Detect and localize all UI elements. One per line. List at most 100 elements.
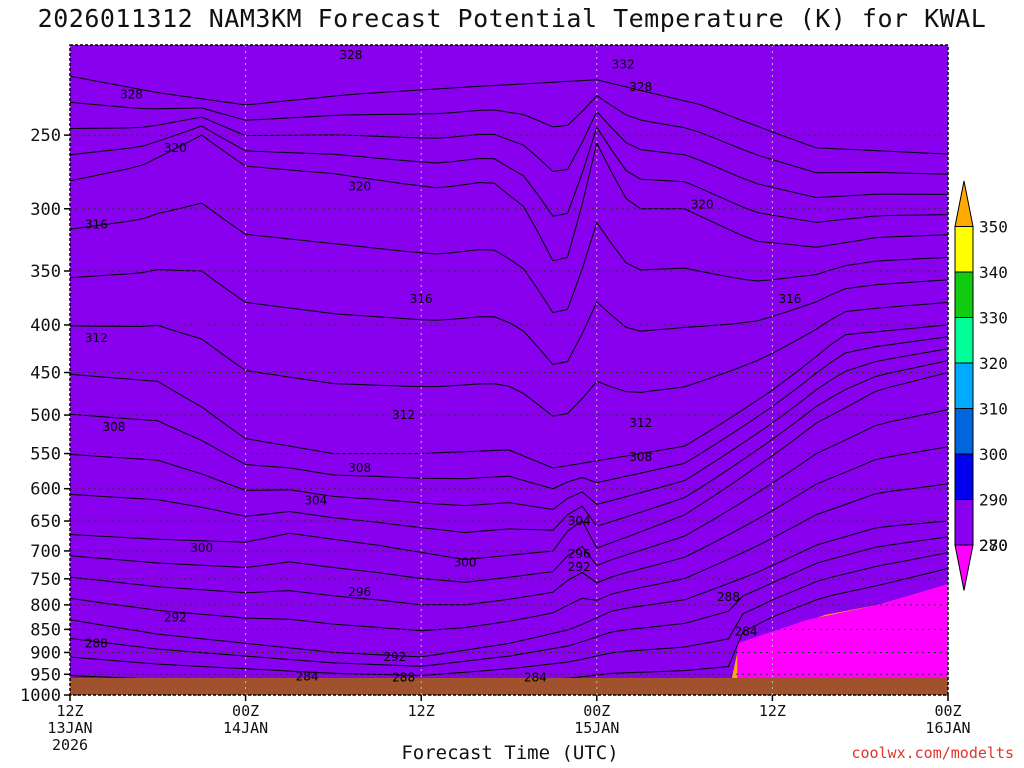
isoline <box>70 301 948 417</box>
contour-label: 284 <box>735 625 758 639</box>
isoline <box>70 202 948 314</box>
contour-label: 320 <box>164 141 187 155</box>
colorbar-segment <box>954 499 974 546</box>
contour-label: 304 <box>304 494 327 508</box>
isoline <box>70 409 948 583</box>
contour-label: 308 <box>102 420 125 434</box>
x-tick-label: 13JAN <box>47 719 92 737</box>
x-tick-label: 12Z <box>408 702 435 720</box>
y-tick-label: 900 <box>30 643 61 663</box>
isoline <box>70 446 948 606</box>
isoline <box>70 520 948 658</box>
colorbar-segment <box>954 362 974 409</box>
y-tick-label: 750 <box>30 570 61 590</box>
isoline <box>70 268 948 365</box>
y-tick-label: 250 <box>30 126 61 146</box>
x-tick-label: 00Z <box>934 702 961 720</box>
colorbar-label: 350 <box>979 218 1008 237</box>
isoline <box>70 536 948 667</box>
ground-strip <box>70 678 948 695</box>
contour-label: 312 <box>629 416 652 430</box>
isoline <box>70 348 948 511</box>
x-tick-label: 15JAN <box>574 719 619 737</box>
contour-label: 292 <box>383 650 406 664</box>
contour-label: 328 <box>340 48 363 62</box>
contour-label: 292 <box>164 610 187 624</box>
y-tick-label: 800 <box>30 596 61 616</box>
contour-label: 304 <box>568 514 591 528</box>
colorbar-segment <box>954 317 974 364</box>
colorbar-segment <box>954 408 974 455</box>
contour-band-7 <box>70 45 948 695</box>
colorbar-label: 300 <box>979 445 1008 464</box>
y-tick-label: 850 <box>30 620 61 640</box>
y-tick-label: 350 <box>30 262 61 282</box>
isoline <box>70 324 948 469</box>
y-tick-label: 950 <box>30 665 61 685</box>
contour-label: 300 <box>190 541 213 555</box>
colorbar-label: 290 <box>979 491 1008 510</box>
isoline <box>70 94 948 175</box>
y-tick-label: 450 <box>30 364 61 384</box>
contour-label: 320 <box>691 198 714 212</box>
isoline <box>70 75 948 155</box>
colorbar-segment <box>954 544 974 591</box>
credit-text: coolwx.com/modelts <box>851 744 1014 762</box>
isoline <box>70 360 948 534</box>
contour-label: 292 <box>568 560 591 574</box>
isoline <box>70 372 948 561</box>
y-tick-label: 600 <box>30 480 61 500</box>
contour-label: 316 <box>85 218 108 232</box>
colorbar-label: 330 <box>979 309 1008 328</box>
contour-label: 300 <box>454 555 477 569</box>
isoline <box>70 552 948 677</box>
isoline <box>70 483 948 632</box>
colorbar-segment <box>954 453 974 500</box>
y-tick-label: 1000 <box>20 686 61 706</box>
isoline <box>70 336 948 490</box>
contour-label: 320 <box>348 180 371 194</box>
y-tick-label: 300 <box>30 200 61 220</box>
x-tick-label: 2026 <box>52 736 88 754</box>
isoline <box>70 110 948 199</box>
y-tick-label: 500 <box>30 406 61 426</box>
colorbar-segment <box>954 180 974 227</box>
x-tick-label: 12Z <box>759 702 786 720</box>
colorbar-segment <box>954 226 974 273</box>
contour-fill-bands <box>70 45 948 695</box>
x-tick-label: 14JAN <box>223 719 268 737</box>
colorbar-label: 310 <box>979 400 1008 419</box>
isoline <box>70 134 948 262</box>
colorbar-label: 270 <box>979 536 1008 555</box>
contour-band-8 <box>737 584 948 695</box>
grid-lines <box>69 45 949 696</box>
contour-label: 332 <box>612 58 635 72</box>
y-tick-label: 550 <box>30 445 61 465</box>
isoline <box>70 125 948 223</box>
y-tick-label: 700 <box>30 542 61 562</box>
x-axis-title: Forecast Time (UTC) <box>401 742 619 764</box>
y-axis: 250 300 350 400 450 500 550 600 650 700 750 800 850 9… <box>20 126 70 706</box>
x-tick-label: 16JAN <box>925 719 970 737</box>
contour-lines <box>70 75 948 686</box>
chart-title: 2026011312 NAM3KM Forecast Potential Tem… <box>37 4 987 33</box>
colorbar-segment <box>954 271 974 318</box>
contour-label: 312 <box>392 408 415 422</box>
plot-frame <box>69 44 949 696</box>
y-tick-label: 400 <box>30 316 61 336</box>
x-tick-label: 12Z <box>56 702 83 720</box>
x-tick-label: 00Z <box>583 702 610 720</box>
contour-label: 308 <box>629 450 652 464</box>
contour-label: 328 <box>120 87 143 101</box>
contour-label: 288 <box>85 636 108 650</box>
contour-label: 308 <box>348 461 371 475</box>
colorbar-label: 320 <box>979 354 1008 373</box>
contour-label: 284 <box>296 669 319 683</box>
contour-label: 316 <box>410 292 433 306</box>
x-tick-label: 00Z <box>232 702 259 720</box>
contour-label: 288 <box>717 590 740 604</box>
colorbar-label: 340 <box>979 263 1008 282</box>
contour-label: 312 <box>85 331 108 345</box>
